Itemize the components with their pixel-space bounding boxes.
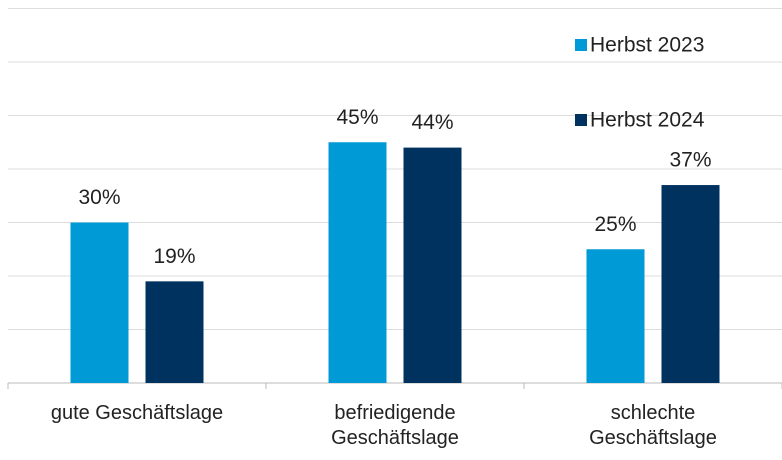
legend-label: Herbst 2024 (590, 109, 705, 132)
data-label: 45% (336, 106, 378, 129)
legend-swatch (575, 114, 587, 126)
x-tick-label: schlechte Geschäftslage (589, 402, 717, 449)
bar (328, 142, 387, 383)
data-label: 30% (78, 186, 120, 209)
bar (586, 249, 645, 383)
bar (403, 147, 462, 383)
legend-label: Herbst 2023 (590, 34, 704, 57)
data-label: 44% (411, 111, 453, 134)
legend-swatch (575, 39, 587, 51)
data-label: 19% (153, 245, 195, 268)
x-tick-label: gute Geschäftslage (50, 402, 224, 424)
bar (70, 222, 129, 383)
x-tick-label: befriedigende Geschäftslage (331, 402, 459, 449)
data-label: 25% (594, 213, 636, 236)
bar (661, 185, 720, 383)
data-label: 37% (669, 149, 711, 172)
bar (145, 281, 204, 383)
